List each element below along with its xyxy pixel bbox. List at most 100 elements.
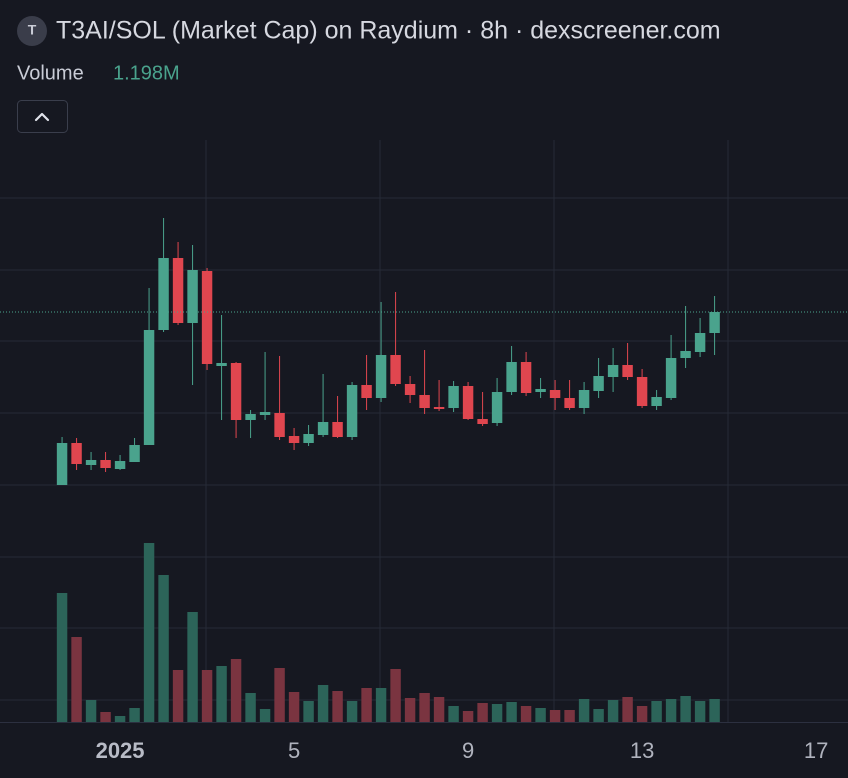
candle-body	[201, 271, 213, 364]
candle-body	[85, 460, 97, 465]
volume-bar	[506, 702, 517, 722]
volume-bar	[187, 612, 198, 722]
volume-bar	[665, 699, 677, 722]
volume-bar	[201, 670, 213, 722]
candle-body	[158, 258, 169, 330]
candle-body	[100, 460, 111, 468]
candle-body	[245, 414, 256, 420]
volume-bar	[346, 701, 358, 722]
volume-bar	[172, 670, 184, 722]
candle-body	[114, 461, 126, 469]
volume-bar	[259, 709, 271, 722]
volume-bar	[158, 575, 169, 722]
volume-bar	[549, 710, 561, 722]
candle-body	[549, 390, 561, 398]
volume-bar	[651, 701, 662, 722]
candle-body	[622, 365, 633, 377]
candle-body	[448, 386, 459, 408]
volume-bar	[216, 666, 227, 722]
token-icon-letter: T	[28, 22, 37, 38]
candle-body	[578, 390, 590, 408]
candle-body	[332, 422, 343, 437]
candle-body	[259, 412, 271, 415]
volume-label: Volume	[17, 62, 84, 84]
candle-body	[172, 258, 184, 323]
candle-body	[477, 419, 488, 424]
volume-bar	[593, 709, 604, 722]
chart-title: T3AI/SOL (Market Cap) on Raydium · 8h · …	[56, 17, 721, 45]
volume-bar	[230, 659, 242, 722]
volume-bar	[332, 691, 343, 722]
volume-bar	[361, 688, 372, 722]
candle-body	[230, 363, 242, 420]
collapse-button[interactable]	[17, 100, 68, 133]
x-tick-label: 9	[462, 738, 474, 763]
candle-body	[361, 385, 372, 398]
volume-bar	[419, 693, 430, 722]
candle-body	[317, 422, 329, 435]
volume-bar	[680, 696, 691, 722]
candle-body	[520, 362, 532, 393]
volume-value: 1.198M	[113, 62, 180, 84]
candle-body	[680, 351, 691, 358]
volume-bar	[564, 710, 575, 722]
chevron-up-icon	[34, 112, 50, 122]
volume-bar	[85, 700, 97, 722]
candle-body	[216, 363, 227, 366]
candle-body	[694, 333, 706, 352]
volume-bar	[491, 704, 503, 722]
candle-body	[462, 386, 474, 419]
volume-bar	[317, 685, 329, 722]
volume-bar	[607, 700, 619, 722]
candle-body	[143, 330, 155, 445]
volume-bar	[694, 701, 706, 722]
volume-bar	[709, 699, 720, 722]
volume-bar	[622, 697, 633, 722]
volume-bar	[274, 668, 285, 722]
volume-bar	[303, 701, 314, 722]
volume-bar	[143, 543, 155, 722]
candle-body	[187, 270, 198, 323]
candle-body	[56, 443, 68, 485]
token-icon	[17, 16, 47, 46]
header: T T3AI/SOL (Market Cap) on Raydium · 8h …	[17, 16, 721, 133]
volume-bar	[404, 698, 416, 722]
button-frame[interactable]	[17, 100, 68, 133]
volume-bar	[636, 706, 648, 722]
volume-bar	[520, 706, 532, 722]
candle-body	[390, 355, 401, 384]
volume-bar	[448, 706, 459, 722]
volume-bar	[477, 703, 488, 722]
volume-bar	[462, 711, 474, 722]
volume-bar	[71, 637, 82, 722]
volume-bar	[288, 692, 300, 722]
candle-body	[506, 362, 517, 392]
candle-body	[303, 434, 314, 443]
candle-body	[419, 395, 430, 408]
volume-bar	[129, 708, 140, 722]
x-tick-label: 2025	[96, 738, 145, 763]
grid	[0, 140, 848, 723]
candle-body	[491, 392, 503, 423]
candle-body	[636, 377, 648, 406]
volume-bar	[114, 716, 126, 722]
candle-body	[433, 407, 445, 409]
candle-body	[404, 384, 416, 395]
candle-body	[607, 365, 619, 377]
volume-bar	[56, 593, 68, 722]
volume-bar	[535, 708, 546, 722]
candle-body	[71, 443, 82, 464]
candle-body	[709, 312, 720, 333]
candle-body	[593, 376, 604, 391]
x-tick-label: 17	[804, 738, 828, 763]
candle-body	[564, 398, 575, 408]
volume-bar	[245, 693, 256, 722]
volume-bar	[390, 669, 401, 722]
volume-bar	[100, 712, 111, 722]
candle-body	[129, 445, 140, 462]
candle-body	[651, 397, 662, 406]
marks: 2025 5 9 13 17	[0, 218, 848, 763]
candle-body	[665, 358, 677, 398]
